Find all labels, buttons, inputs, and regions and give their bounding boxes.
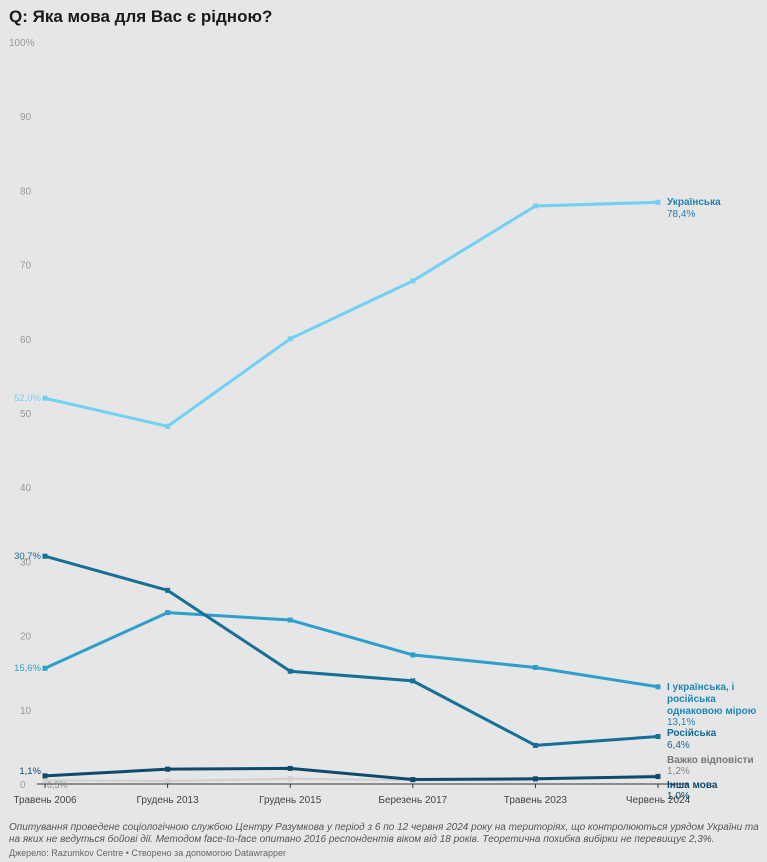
y-tick-label: 70 (20, 261, 32, 272)
y-tick-label: 20 (20, 632, 32, 643)
data-point-both (165, 610, 171, 616)
methodology-note: Опитування проведене соціологічною служб… (9, 822, 759, 845)
data-point-ukrainian (410, 278, 416, 284)
data-point-both (532, 665, 538, 671)
data-point-both (42, 665, 48, 671)
y-tick-label: 90 (20, 112, 32, 123)
data-point-hard (165, 778, 171, 784)
series-name-label-russian: Російська (667, 728, 717, 739)
data-point-both (655, 684, 661, 690)
data-point-other (655, 774, 661, 780)
data-point-russian (532, 742, 538, 748)
data-point-other (532, 776, 538, 782)
data-point-russian (287, 668, 293, 674)
x-tick-label: Березень 2017 (378, 795, 447, 806)
x-axis: Травень 2006 Грудень 2013 Грудень 2015 Бере… (13, 784, 691, 806)
data-point-other (410, 777, 416, 783)
end-value-label-other: 1,0% (667, 791, 690, 802)
x-tick-label: Травень 2023 (504, 795, 568, 806)
data-point-both (410, 652, 416, 658)
data-point-ukrainian (532, 203, 538, 209)
series-name-label-both: І українська, і (667, 682, 734, 693)
y-axis-grid: 0 10 20 30 40 50 60 70 80 90 100% 0,5% (9, 38, 688, 791)
series-line-other (43, 766, 660, 782)
x-tick-label: Червень 2024 (626, 795, 691, 806)
y-tick-label: 50 (20, 409, 32, 420)
data-point-ukrainian (165, 423, 171, 429)
series-line-russian (43, 554, 660, 747)
data-point-other (165, 766, 171, 772)
series-lines (42, 199, 661, 784)
start-value-label-ukrainian: 52,0% (14, 393, 41, 404)
y-tick-label: 30 (20, 557, 32, 568)
end-value-label-russian: 6,4% (667, 740, 690, 751)
data-point-both (287, 617, 293, 623)
data-point-other (287, 765, 293, 771)
series-name-label-other: Інша мова (667, 780, 718, 791)
end-value-label-hard: 1,2% (667, 766, 690, 777)
series-name-label-both: однаковою мірою (667, 706, 757, 717)
y-tick-label: 60 (20, 335, 32, 346)
data-point-hard (42, 777, 48, 783)
data-point-other (42, 773, 48, 779)
series-line-ukrainian (43, 200, 660, 428)
data-point-russian (165, 587, 171, 593)
series-name-label-hard: Важко відповісти (667, 755, 754, 766)
x-tick-label: Грудень 2013 (137, 795, 200, 806)
y-tick-label: 10 (20, 706, 32, 717)
end-value-label-ukrainian: 78,4% (667, 209, 695, 220)
zero-value-note: 0,5% (47, 780, 68, 790)
x-tick-label: Травень 2006 (13, 795, 77, 806)
y-tick-label: 0 (20, 780, 26, 791)
data-point-russian (42, 553, 48, 559)
start-value-label-both: 15,6% (14, 663, 41, 674)
series-name-label-ukrainian: Українська (667, 197, 721, 208)
chart-title: Q: Яка мова для Вас є рідною? (9, 7, 273, 26)
data-point-ukrainian (287, 336, 293, 342)
series-line-both (43, 611, 660, 689)
data-point-ukrainian (42, 395, 48, 401)
start-value-label-other: 1,1% (19, 766, 41, 777)
data-point-russian (410, 678, 416, 684)
y-tick-label: 80 (20, 186, 32, 197)
y-tick-label: 40 (20, 483, 32, 494)
source-credit: Джерело: Razumkov Centre • Створено за д… (9, 848, 286, 858)
data-point-hard (287, 776, 293, 782)
y-tick-label: 100% (9, 38, 35, 49)
end-value-label-both: 13,1% (667, 717, 695, 728)
start-value-label-russian: 30,7% (14, 551, 41, 562)
x-tick-label: Грудень 2015 (259, 795, 322, 806)
data-point-russian (655, 734, 661, 740)
data-point-ukrainian (655, 199, 661, 205)
series-name-label-both: російська (667, 694, 716, 705)
